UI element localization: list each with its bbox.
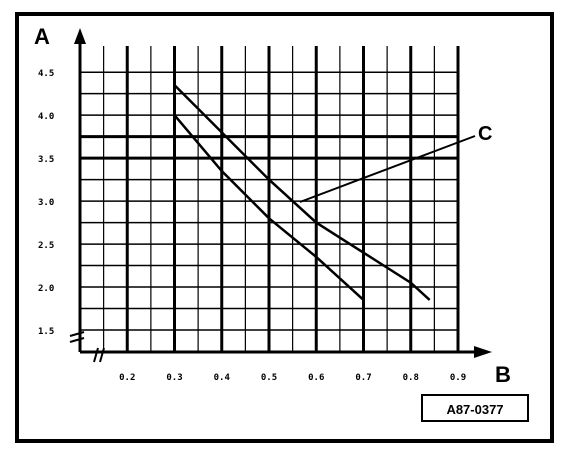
x-tick-label: 0.8: [403, 373, 419, 383]
y-tick-label: 3.0: [38, 198, 54, 208]
figure-id: A87-0377: [446, 402, 503, 417]
callout-leader: [299, 135, 476, 203]
series-group: [173, 84, 431, 301]
figure-id-box: [421, 394, 529, 422]
y-tick-label: 2.0: [38, 284, 54, 294]
x-tick-label: 0.7: [355, 373, 371, 383]
y-tick-label: 2.5: [38, 241, 54, 251]
tick-labels: 0.2 0.3 0.4 0.5 0.6 0.7 0.8 0.9 1.5 2.0 2.5 3.0 3.5 4…: [38, 69, 466, 383]
y-axis-break: [69, 331, 85, 343]
callout-label: C: [478, 123, 492, 145]
x-tick-label: 0.9: [450, 373, 466, 383]
x-tick-label: 0.3: [166, 373, 182, 383]
y-tick-label: 4.0: [38, 112, 54, 122]
y-tick-label: 1.5: [38, 327, 54, 337]
y-axis-arrow: [74, 28, 86, 44]
grid: [80, 46, 460, 352]
x-tick-label: 0.5: [261, 373, 277, 383]
series-line-2: [173, 114, 365, 301]
series-line-1: [173, 84, 431, 301]
x-axis-label: B: [495, 362, 511, 387]
y-tick-label: 3.5: [38, 155, 54, 165]
axes: [69, 28, 492, 363]
x-axis-break: [93, 347, 105, 363]
y-axis-label: A: [34, 24, 50, 49]
x-tick-label: 0.4: [214, 373, 231, 383]
x-axis-arrow: [474, 346, 492, 358]
outer-frame: [15, 12, 554, 443]
x-tick-label: 0.2: [119, 373, 135, 383]
x-tick-label: 0.6: [308, 373, 324, 383]
y-tick-label: 4.5: [38, 69, 54, 79]
